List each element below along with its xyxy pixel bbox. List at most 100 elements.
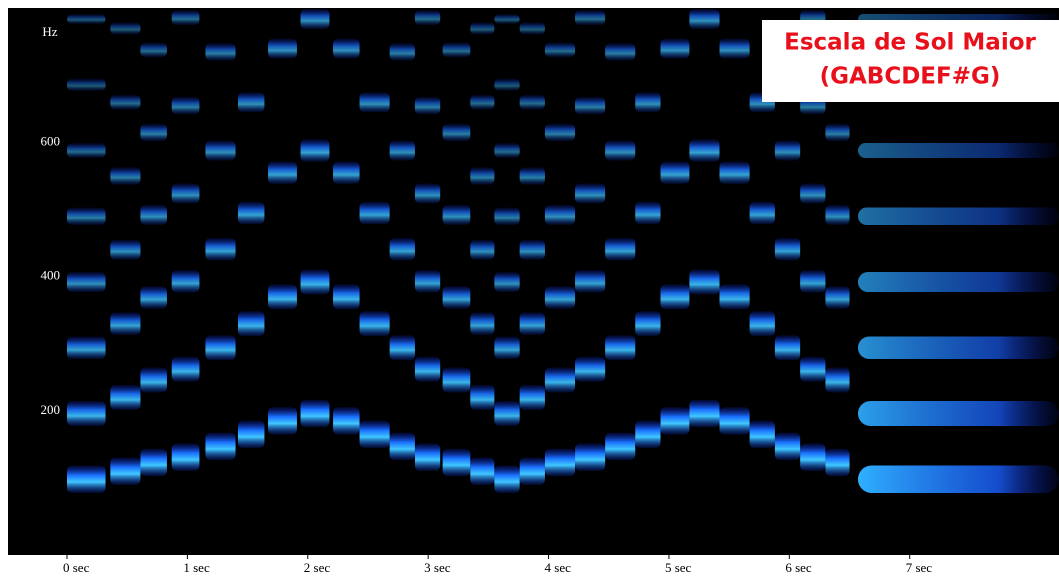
harmonic-band (205, 238, 235, 260)
harmonic-band (720, 284, 750, 309)
harmonic-band (140, 124, 166, 142)
harmonic-band (494, 466, 519, 494)
harmonic-band (110, 95, 140, 110)
x-tick-label: 5 sec (665, 560, 692, 575)
harmonic-band (605, 141, 635, 161)
harmonic-band (520, 457, 545, 485)
harmonic-band (575, 97, 605, 115)
harmonic-band (238, 202, 264, 225)
harmonic-band (825, 286, 849, 309)
harmonic-band (545, 449, 575, 477)
harmonic-band (661, 407, 690, 435)
harmonic-band (110, 457, 140, 485)
harmonic-band (605, 238, 635, 260)
harmonic-band (443, 42, 471, 57)
harmonic-band (390, 335, 415, 360)
y-axis-label: Hz (42, 24, 57, 39)
harmonic-band (825, 367, 849, 392)
harmonic-band (443, 205, 471, 225)
harmonic-band (858, 272, 1059, 292)
harmonic-band (443, 449, 471, 477)
x-tick-label: 7 sec (906, 560, 933, 575)
harmonic-band (858, 466, 1059, 494)
harmonic-band (390, 433, 415, 461)
harmonic-band (205, 433, 235, 461)
harmonic-band (750, 202, 775, 225)
harmonic-band (575, 183, 605, 203)
harmonic-band (172, 443, 200, 471)
harmonic-band (333, 407, 359, 435)
harmonic-band (825, 124, 849, 142)
harmonic-band (268, 407, 297, 435)
harmonic-band (800, 270, 825, 293)
harmonic-band (575, 357, 605, 382)
harmonic-band (635, 311, 660, 336)
harmonic-band (605, 335, 635, 360)
harmonic-band (689, 270, 719, 295)
harmonic-band (800, 357, 825, 382)
harmonic-band (268, 39, 297, 59)
harmonic-band (140, 42, 166, 57)
chart-subtitle: (GABCDEF#G) (820, 64, 1001, 90)
x-tick-label: 2 sec (304, 560, 331, 575)
harmonic-band (494, 79, 519, 92)
spectrogram-chart: Escala de Sol Maior (GABCDEF#G) Hz 20040… (0, 0, 1059, 584)
harmonic-band (333, 161, 359, 184)
harmonic-band (575, 10, 605, 25)
harmonic-band (140, 449, 166, 477)
harmonic-band (415, 10, 440, 25)
harmonic-band (825, 449, 849, 477)
harmonic-band (360, 311, 390, 336)
harmonic-band (443, 286, 471, 309)
harmonic-band (520, 167, 545, 185)
harmonic-band (520, 240, 545, 260)
harmonic-band (172, 97, 200, 115)
harmonic-band (140, 367, 166, 392)
harmonic-band (415, 443, 440, 471)
harmonic-band (333, 39, 359, 59)
harmonic-band (575, 443, 605, 471)
harmonic-band (110, 385, 140, 410)
harmonic-band (268, 161, 297, 184)
harmonic-band (720, 161, 750, 184)
harmonic-band (689, 9, 719, 29)
harmonic-band (825, 205, 849, 225)
harmonic-band (661, 161, 690, 184)
y-tick-label: 200 (41, 402, 61, 417)
harmonic-band (443, 367, 471, 392)
harmonic-band (858, 208, 1059, 226)
harmonic-band (605, 433, 635, 461)
harmonic-band (110, 22, 140, 35)
harmonic-band (470, 167, 494, 185)
harmonic-band (720, 407, 750, 435)
harmonic-band (545, 367, 575, 392)
harmonic-band (470, 95, 494, 110)
harmonic-band (205, 43, 235, 61)
harmonic-band (775, 238, 800, 260)
harmonic-band (238, 92, 264, 112)
harmonic-band (470, 385, 494, 410)
harmonic-band (110, 312, 140, 335)
x-tick-label: 0 sec (63, 560, 90, 575)
harmonic-band (545, 42, 575, 57)
harmonic-band (360, 202, 390, 225)
harmonic-band (238, 311, 264, 336)
y-tick-label: 600 (41, 133, 61, 148)
harmonic-band (858, 401, 1059, 426)
harmonic-band (494, 401, 519, 426)
harmonic-band (494, 337, 519, 360)
harmonic-band (520, 385, 545, 410)
harmonic-band (545, 205, 575, 225)
harmonic-band (775, 433, 800, 461)
harmonic-band (390, 141, 415, 161)
harmonic-band (750, 311, 775, 336)
x-tick-label: 4 sec (545, 560, 572, 575)
harmonic-band (67, 272, 106, 292)
harmonic-band (140, 286, 166, 309)
harmonic-band (301, 9, 330, 29)
harmonic-band (172, 183, 200, 203)
harmonic-band (415, 97, 440, 115)
harmonic-band (67, 208, 106, 226)
harmonic-band (172, 357, 200, 382)
harmonic-band (238, 421, 264, 449)
